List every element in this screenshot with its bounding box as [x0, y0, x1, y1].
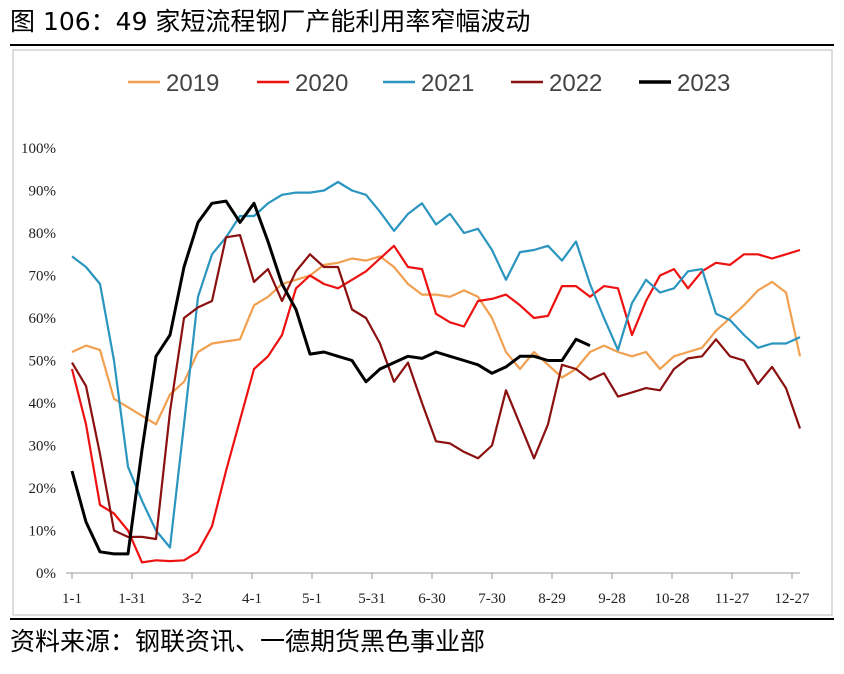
line-series: [71, 234, 802, 541]
line-series: [71, 255, 802, 426]
y-tick-label: 30%: [29, 439, 57, 455]
x-tick-label: 7-30: [478, 591, 506, 607]
line-series: [70, 199, 591, 556]
y-tick-label: 70%: [29, 269, 57, 285]
x-tick-label: 1-31: [118, 591, 146, 607]
y-tick-label: 0%: [36, 566, 56, 582]
chart-frame: [12, 49, 833, 616]
chart-title: 图 106：49 家短流程钢厂产能利用率窄幅波动: [10, 7, 530, 36]
legend-label: 2020: [295, 70, 348, 97]
legend-label: 2021: [421, 70, 474, 97]
y-tick-label: 100%: [21, 141, 56, 157]
x-tick-label: 10-28: [655, 591, 690, 607]
y-tick-label: 80%: [29, 226, 57, 242]
x-tick-label: 12-27: [775, 591, 810, 607]
x-tick-label: 3-2: [182, 591, 202, 607]
legend-label: 2023: [677, 70, 730, 97]
y-tick-label: 20%: [29, 481, 57, 497]
y-tick-label: 50%: [29, 354, 57, 370]
x-tick-label: 8-29: [538, 591, 566, 607]
x-tick-label: 4-1: [242, 591, 262, 607]
y-tick-label: 40%: [29, 396, 57, 412]
x-tick-label: 5-31: [358, 591, 386, 607]
source: 资料来源：钢联资讯、一德期货黑色事业部: [10, 627, 485, 656]
x-tick-label: 11-27: [715, 591, 750, 607]
x-tick-label: 5-1: [302, 591, 322, 607]
x-tick-label: 1-1: [62, 591, 82, 607]
legend-label: 2022: [549, 70, 602, 97]
line-series: [71, 180, 801, 549]
x-tick-label: 9-28: [598, 591, 626, 607]
y-tick-label: 60%: [29, 311, 57, 327]
x-tick-label: 6-30: [418, 591, 446, 607]
y-tick-label: 10%: [29, 524, 57, 540]
legend-label: 2019: [166, 70, 219, 97]
line-series: [70, 244, 801, 564]
y-tick-label: 90%: [29, 184, 57, 200]
